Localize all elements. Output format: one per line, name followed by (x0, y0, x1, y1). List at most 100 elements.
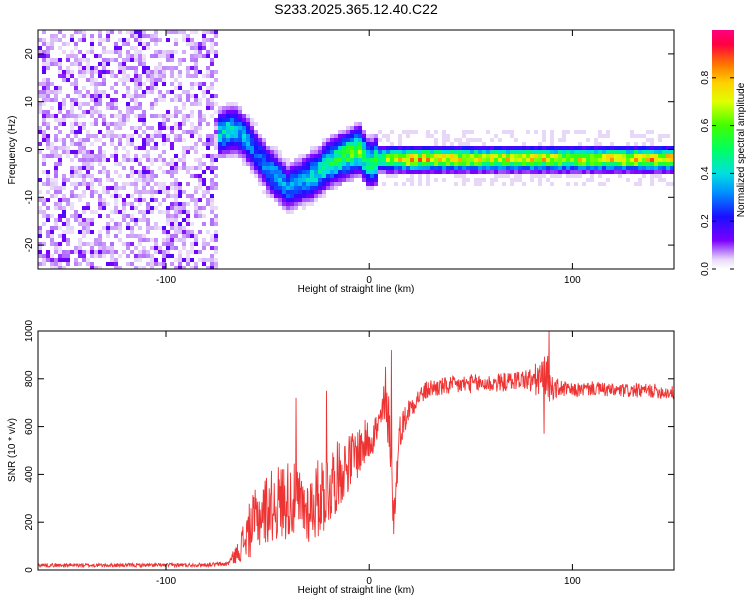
heatmap-cell (110, 154, 114, 158)
heatmap-cell (90, 158, 94, 162)
heatmap-cell (86, 166, 90, 170)
heatmap-cell (46, 82, 50, 86)
heatmap-cell (566, 150, 570, 154)
heatmap-cell (98, 102, 102, 106)
heatmap-cell (106, 122, 110, 126)
heatmap-cell (286, 174, 290, 178)
heatmap-cell (130, 166, 134, 170)
heatmap-cell (358, 134, 362, 138)
heatmap-cell (346, 146, 350, 150)
heatmap-cell (422, 154, 426, 158)
heatmap-cell (46, 126, 50, 130)
snr-frame (37, 330, 675, 571)
heatmap-cell (182, 158, 186, 162)
heatmap-cell (122, 38, 126, 42)
heatmap-cell (162, 98, 166, 102)
heatmap-frame (37, 29, 675, 270)
heatmap-cell (354, 130, 358, 134)
heatmap-cell (382, 166, 386, 170)
heatmap-cell (42, 114, 46, 118)
heatmap-cell (582, 166, 586, 170)
heatmap-cell (566, 170, 570, 174)
heatmap-cell (126, 262, 130, 266)
heatmap-cell (258, 138, 262, 142)
heatmap-cell (306, 202, 310, 206)
heatmap-cell (494, 154, 498, 158)
heatmap-cell (46, 66, 50, 70)
heatmap-cell (346, 174, 350, 178)
heatmap-cell (422, 150, 426, 154)
heatmap-cell (54, 262, 58, 266)
heatmap-cell (382, 162, 386, 166)
heatmap-cell (162, 226, 166, 230)
heatmap-cell (46, 86, 50, 90)
heatmap-cell (106, 178, 110, 182)
heatmap-cell (314, 166, 318, 170)
heatmap-cell (54, 162, 58, 166)
heatmap-cell (66, 94, 70, 98)
heatmap-cell (514, 154, 518, 158)
heatmap-cell (114, 258, 118, 262)
heatmap-cell (534, 130, 538, 134)
heatmap-cell (462, 162, 466, 166)
heatmap-cell (558, 146, 562, 150)
heatmap-cell (214, 234, 218, 238)
heatmap-cell (258, 182, 262, 186)
heatmap-cell (498, 138, 502, 142)
heatmap-cell (174, 230, 178, 234)
heatmap-cell (118, 38, 122, 42)
heatmap-cell (446, 134, 450, 138)
heatmap-cell (74, 54, 78, 58)
heatmap-cell (650, 166, 654, 170)
heatmap-cell (434, 142, 438, 146)
heatmap-cell (106, 214, 110, 218)
heatmap-cell (42, 50, 46, 54)
heatmap-cell (94, 102, 98, 106)
heatmap-cell (318, 162, 322, 166)
heatmap-cell (446, 146, 450, 150)
heatmap-cell (386, 154, 390, 158)
heatmap-cell (246, 126, 250, 130)
heatmap-cell (422, 170, 426, 174)
heatmap-cell (530, 158, 534, 162)
heatmap-cell (406, 170, 410, 174)
heatmap-cell (78, 182, 82, 186)
heatmap-cell (42, 162, 46, 166)
heatmap-cell (374, 158, 378, 162)
heatmap-cell (54, 138, 58, 142)
heatmap-cell (350, 138, 354, 142)
heatmap-cell (342, 130, 346, 134)
heatmap-cell (462, 174, 466, 178)
heatmap-cell (338, 178, 342, 182)
heatmap-cell (602, 170, 606, 174)
heatmap-cell (62, 122, 66, 126)
heatmap-cell (66, 226, 70, 230)
heatmap-cell (386, 174, 390, 178)
heatmap-cell (654, 154, 658, 158)
heatmap-cell (446, 162, 450, 166)
heatmap-cell (386, 162, 390, 166)
heatmap-cell (514, 166, 518, 170)
heatmap-cell (474, 162, 478, 166)
heatmap-cell (282, 190, 286, 194)
heatmap-cell (158, 262, 162, 266)
heatmap-cell (594, 142, 598, 146)
heatmap-cell (90, 106, 94, 110)
heatmap-cell (58, 262, 62, 266)
heatmap-cell (446, 154, 450, 158)
heatmap-cell (494, 134, 498, 138)
heatmap-cell (102, 122, 106, 126)
heatmap-cell (294, 166, 298, 170)
heatmap-cell (538, 178, 542, 182)
heatmap-cell (418, 150, 422, 154)
heatmap-cell (78, 262, 82, 266)
heatmap-cell (38, 90, 42, 94)
heatmap-cell (198, 174, 202, 178)
heatmap-cell (322, 170, 326, 174)
heatmap-cell (102, 198, 106, 202)
heatmap-cell (602, 146, 606, 150)
heatmap-cell (38, 94, 42, 98)
heatmap-cell (258, 166, 262, 170)
heatmap-cell (166, 254, 170, 258)
heatmap-cell (662, 170, 666, 174)
